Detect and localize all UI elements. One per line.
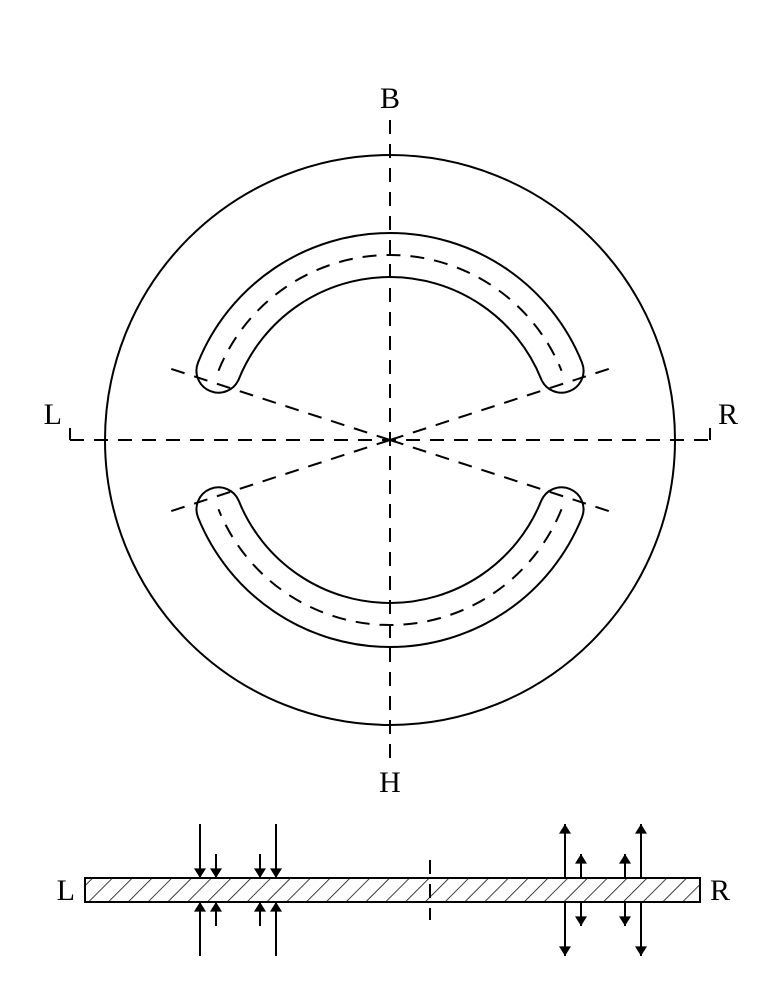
label-top: B [380,82,400,115]
label-bottom: H [379,766,401,799]
left-arrow-top-0-head [194,868,206,878]
right-arrow-bot-0-head [559,946,571,956]
left-arrow-bot-1-head [210,902,222,912]
right-arrow-top-0-head [559,824,571,834]
left-arrow-bot-2-head [254,902,266,912]
left-arrow-top-2-head [254,868,266,878]
side-label-right: R [710,874,730,907]
label-right: R [718,398,738,431]
side-label-left: L [57,874,75,907]
left-arrow-bot-3-head [270,902,282,912]
label-left: L [44,398,62,431]
right-arrow-bot-2-head [619,916,631,926]
right-arrow-top-2-head [619,854,631,864]
left-arrow-top-1-head [210,868,222,878]
right-arrow-top-1-head [575,854,587,864]
left-arrow-top-3-head [270,868,282,878]
right-arrow-top-3-head [635,824,647,834]
left-arrow-bot-0-head [194,902,206,912]
side-section-bar [85,878,700,902]
right-arrow-bot-1-head [575,916,587,926]
right-arrow-bot-3-head [635,946,647,956]
